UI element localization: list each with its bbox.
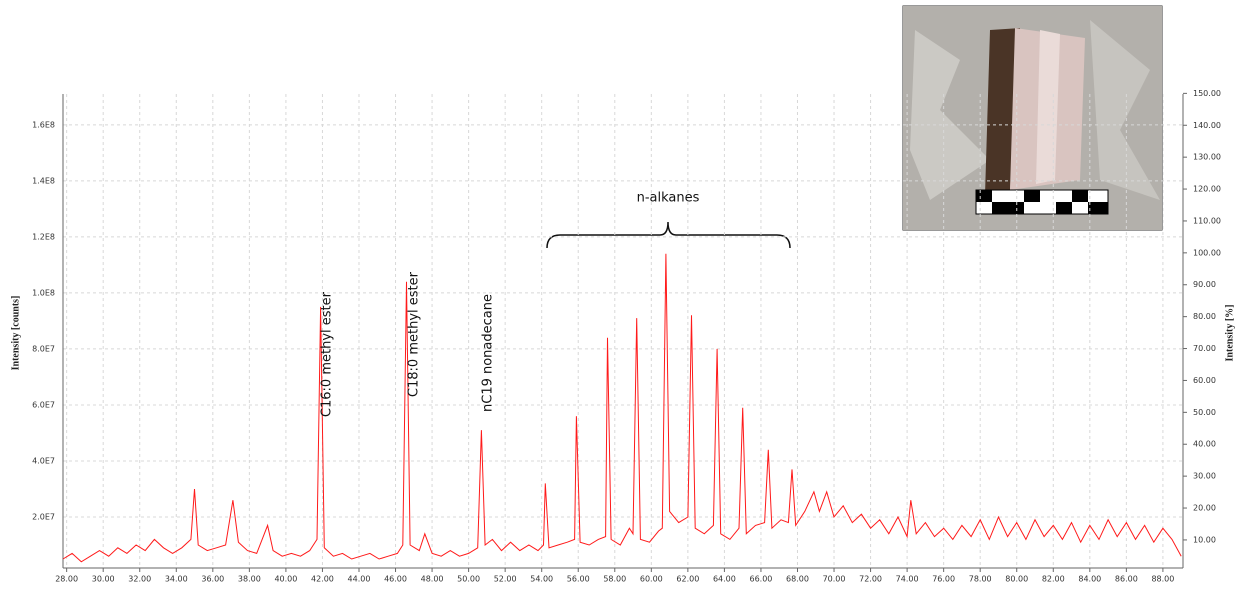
- x-tick-label: 72.00: [859, 575, 882, 584]
- x-tick-label: 36.00: [201, 575, 224, 584]
- x-tick-label: 56.00: [567, 575, 590, 584]
- y2-tick-label: 110.00: [1193, 216, 1221, 225]
- peak-annotation: n-alkanes: [637, 191, 700, 206]
- y2-tick-label: 70.00: [1193, 344, 1216, 353]
- y2-tick-label: 50.00: [1193, 408, 1216, 417]
- x-tick-label: 46.00: [384, 575, 407, 584]
- x-tick-label: 60.00: [640, 575, 663, 584]
- y2-tick-label: 60.00: [1193, 376, 1216, 385]
- inset-photo: [902, 5, 1163, 231]
- x-tick-label: 48.00: [421, 575, 444, 584]
- peak-annotation: C18:0 methyl ester: [407, 271, 422, 397]
- peak-annotation: C16:0 methyl ester: [320, 291, 335, 417]
- x-tick-label: 88.00: [1151, 575, 1174, 584]
- y2-tick-label: 150.00: [1193, 89, 1221, 98]
- y2-tick-label: 40.00: [1193, 440, 1216, 449]
- y2-tick-label: 20.00: [1193, 504, 1216, 513]
- y-tick-label: 1.6E8: [32, 120, 55, 129]
- y-tick-label: 1.0E8: [32, 288, 55, 297]
- x-tick-label: 50.00: [457, 575, 480, 584]
- y2-tick-label: 130.00: [1193, 153, 1221, 162]
- y2-tick-label: 90.00: [1193, 280, 1216, 289]
- x-tick-label: 66.00: [749, 575, 772, 584]
- x-tick-label: 44.00: [348, 575, 371, 584]
- y-tick-label: 1.4E8: [32, 176, 55, 185]
- x-tick-label: 30.00: [92, 575, 115, 584]
- y2-tick-label: 30.00: [1193, 472, 1216, 481]
- x-tick-label: 58.00: [603, 575, 626, 584]
- x-tick-label: 34.00: [165, 575, 188, 584]
- alkane-brace: [546, 221, 791, 249]
- x-tick-label: 68.00: [786, 575, 809, 584]
- y-axis-title: Intensity [counts]: [10, 296, 21, 371]
- y-tick-label: 8.0E7: [32, 344, 55, 353]
- x-tick-label: 32.00: [128, 575, 151, 584]
- x-tick-label: 28.00: [55, 575, 78, 584]
- y2-tick-label: 80.00: [1193, 312, 1216, 321]
- x-tick-label: 70.00: [823, 575, 846, 584]
- y-tick-label: 4.0E7: [32, 456, 55, 465]
- x-tick-label: 78.00: [969, 575, 992, 584]
- x-tick-label: 82.00: [1042, 575, 1065, 584]
- signal-line: [62, 253, 1182, 563]
- x-tick-label: 64.00: [713, 575, 736, 584]
- y2-tick-label: 140.00: [1193, 121, 1221, 130]
- x-tick-label: 38.00: [238, 575, 261, 584]
- x-tick-label: 52.00: [494, 575, 517, 584]
- y-tick-label: 6.0E7: [32, 400, 55, 409]
- x-tick-label: 40.00: [274, 575, 297, 584]
- x-tick-label: 54.00: [530, 575, 553, 584]
- y2-tick-label: 10.00: [1193, 535, 1216, 544]
- x-tick-label: 86.00: [1115, 575, 1138, 584]
- x-tick-label: 80.00: [1005, 575, 1028, 584]
- x-tick-label: 42.00: [311, 575, 334, 584]
- y2-axis-title: Intensity [%]: [1224, 305, 1235, 362]
- x-tick-label: 62.00: [676, 575, 699, 584]
- y2-tick-label: 120.00: [1193, 185, 1221, 194]
- peak-annotation: nC19 nonadecane: [481, 294, 496, 412]
- y2-tick-label: 100.00: [1193, 248, 1221, 257]
- y-tick-label: 2.0E7: [32, 513, 55, 522]
- y-tick-label: 1.2E8: [32, 232, 55, 241]
- x-tick-label: 84.00: [1078, 575, 1101, 584]
- x-tick-label: 76.00: [932, 575, 955, 584]
- x-tick-label: 74.00: [896, 575, 919, 584]
